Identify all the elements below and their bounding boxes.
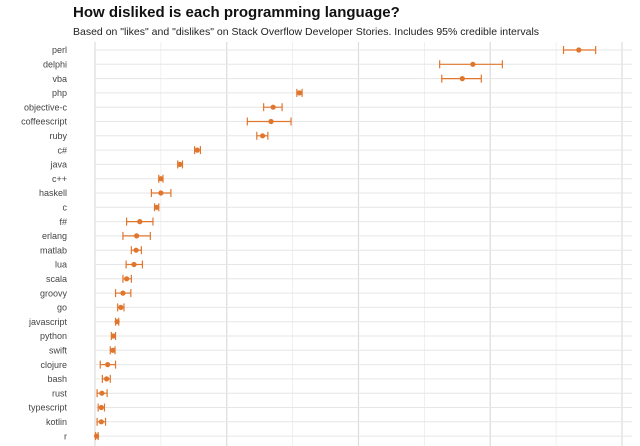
language-mark-delphi <box>439 60 503 69</box>
y-tick-label-java: java <box>49 160 67 170</box>
estimate-point <box>158 176 164 182</box>
language-mark-python <box>110 332 117 340</box>
y-tick-label-coffeescript: coffeescript <box>21 117 67 127</box>
estimate-point <box>177 161 183 167</box>
y-tick-label-vba: vba <box>52 74 67 84</box>
y-tick-label-lua: lua <box>55 260 67 270</box>
language-mark-groovy <box>114 289 132 298</box>
language-mark-scala <box>122 274 132 283</box>
estimate-point <box>110 347 116 353</box>
estimate-point <box>137 219 143 225</box>
language-mark-haskell <box>150 189 172 197</box>
y-tick-label-rust: rust <box>52 388 68 398</box>
y-tick-label-bash: bash <box>47 374 67 384</box>
y-tick-label-javascript: javascript <box>28 317 68 327</box>
language-mark-c# <box>194 146 201 155</box>
language-mark-clojure <box>99 360 117 369</box>
y-tick-label-python: python <box>40 331 67 341</box>
data-marks <box>93 46 597 441</box>
estimate-point <box>120 290 126 296</box>
y-tick-label-delphi: delphi <box>43 60 67 70</box>
language-mark-go <box>117 303 125 312</box>
y-tick-label-ruby: ruby <box>49 131 67 141</box>
estimate-point <box>134 233 140 239</box>
estimate-point <box>576 47 582 53</box>
y-tick-label-kotlin: kotlin <box>46 417 67 427</box>
y-tick-label-c#: c# <box>57 145 67 155</box>
language-mark-objective-c <box>263 103 283 112</box>
chart-subtitle: Based on "likes" and "dislikes" on Stack… <box>73 26 540 38</box>
estimate-point <box>459 76 465 82</box>
language-mark-swift <box>109 346 116 355</box>
language-mark-matlab <box>130 246 142 255</box>
y-tick-label-c++: c++ <box>52 174 67 184</box>
estimate-point <box>118 304 124 310</box>
estimate-point <box>103 376 110 382</box>
estimate-point <box>154 204 160 210</box>
y-tick-label-haskell: haskell <box>39 188 67 198</box>
estimate-point <box>114 319 120 325</box>
language-mark-lua <box>125 260 144 269</box>
language-mark-kotlin <box>96 417 107 426</box>
estimate-point <box>105 362 111 368</box>
language-mark-rust <box>96 389 108 398</box>
y-tick-label-go: go <box>57 303 67 313</box>
language-mark-perl <box>562 46 597 54</box>
horizontal-gridlines <box>95 49 632 437</box>
estimate-point <box>270 104 276 110</box>
y-axis-tick-labels: perl delphi vba php objective-c coffeescript r… <box>21 45 67 441</box>
estimate-point <box>158 190 164 196</box>
estimate-point <box>259 133 266 139</box>
estimate-point <box>133 247 139 253</box>
estimate-point <box>98 404 104 411</box>
estimate-point <box>470 61 476 67</box>
language-mark-bash <box>101 374 111 383</box>
language-mark-erlang <box>122 231 151 240</box>
estimate-point <box>99 390 105 396</box>
estimate-point <box>194 147 200 153</box>
estimate-point <box>93 433 100 439</box>
language-mark-ruby <box>256 131 269 140</box>
y-tick-label-typescript: typescript <box>28 403 67 413</box>
y-tick-label-perl: perl <box>52 45 67 55</box>
language-mark-coffeescript <box>246 117 292 126</box>
estimate-point <box>131 261 137 268</box>
y-tick-label-swift: swift <box>49 346 67 356</box>
language-mark-f# <box>126 217 154 226</box>
y-tick-label-groovy: groovy <box>40 288 68 298</box>
language-mark-r <box>93 432 100 441</box>
y-tick-label-objective-c: objective-c <box>24 102 68 112</box>
y-tick-label-erlang: erlang <box>42 231 67 241</box>
y-tick-label-scala: scala <box>46 274 67 284</box>
y-tick-label-clojure: clojure <box>40 360 67 370</box>
estimate-point <box>110 333 117 339</box>
language-mark-php <box>296 88 303 97</box>
chart-title: How disliked is each programming languag… <box>73 4 400 21</box>
language-mark-c++ <box>158 174 164 183</box>
language-mark-vba <box>441 74 482 83</box>
y-tick-label-f#: f# <box>59 217 67 227</box>
language-mark-java <box>177 160 184 169</box>
y-tick-label-matlab: matlab <box>40 245 67 255</box>
language-mark-typescript <box>97 403 106 412</box>
estimate-point <box>296 90 303 96</box>
language-mark-c <box>153 203 160 212</box>
y-tick-label-c: c <box>63 203 68 213</box>
language-mark-javascript <box>114 317 120 326</box>
estimate-point <box>98 419 104 425</box>
y-tick-label-php: php <box>52 88 67 98</box>
vertical-gridlines <box>94 42 623 446</box>
estimate-point <box>268 118 274 125</box>
y-tick-label-r: r <box>64 431 67 441</box>
estimate-point <box>124 276 130 282</box>
